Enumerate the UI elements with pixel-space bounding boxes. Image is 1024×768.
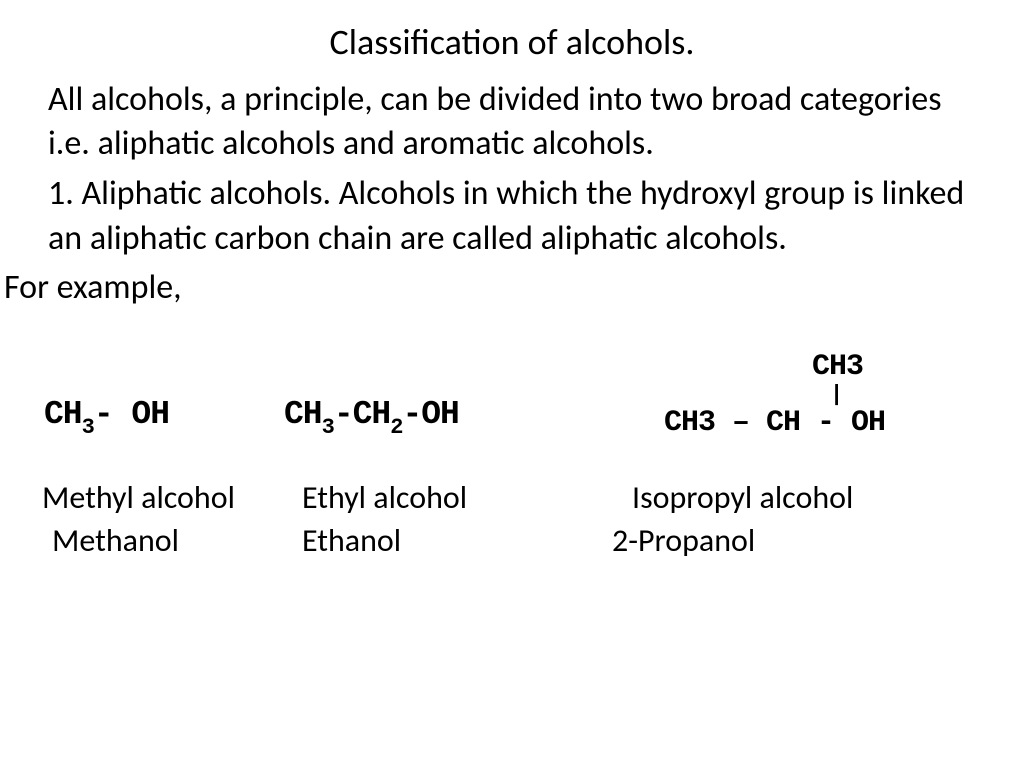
- iupac-name-ethanol: Ethanol: [302, 521, 612, 560]
- formula-ethanol: CH3-CH2-OH: [284, 396, 664, 438]
- formula-methanol: CH3- OH: [44, 396, 284, 438]
- for-example-label: For example,: [0, 267, 1024, 308]
- iupac-names-row: Methanol Ethanol 2-Propanol: [0, 521, 1024, 560]
- paragraph-aliphatic-def: 1. Aliphatic alcohols. Alcohols in which…: [0, 172, 1024, 260]
- iupac-name-isopropanol: 2-Propanol: [612, 521, 972, 560]
- common-name-isopropanol: Isopropyl alcohol: [632, 478, 982, 517]
- iupac-name-methanol: Methanol: [52, 521, 302, 560]
- common-name-methanol: Methyl alcohol: [42, 478, 302, 517]
- paragraph-intro: All alcohols, a principle, can be divide…: [0, 78, 1024, 166]
- page-title: Classification of alcohols.: [0, 20, 1024, 64]
- common-names-row: Methyl alcohol Ethyl alcohol Isopropyl a…: [0, 478, 1024, 517]
- formula-isopropanol: CH3 | CH3 – CH - OH: [664, 352, 980, 438]
- common-name-ethanol: Ethyl alcohol: [302, 478, 632, 517]
- formula-row: CH3- OH CH3-CH2-OH CH3 | CH3 – CH - OH: [0, 318, 1024, 438]
